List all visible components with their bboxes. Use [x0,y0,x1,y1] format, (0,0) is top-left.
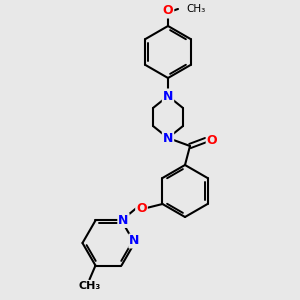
Text: CH₃: CH₃ [78,280,100,290]
Text: N: N [118,214,129,227]
Text: O: O [207,134,217,146]
Text: N: N [163,131,173,145]
Text: N: N [163,89,173,103]
Text: O: O [136,202,147,214]
Text: N: N [129,235,140,248]
Text: CH₃: CH₃ [186,4,205,14]
Text: O: O [163,4,173,17]
